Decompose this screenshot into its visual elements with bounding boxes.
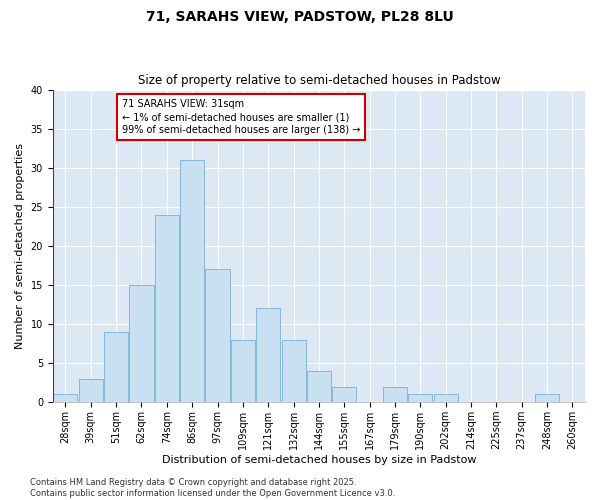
Text: Contains HM Land Registry data © Crown copyright and database right 2025.
Contai: Contains HM Land Registry data © Crown c… — [30, 478, 395, 498]
Bar — [104, 332, 128, 402]
Bar — [281, 340, 305, 402]
Bar — [180, 160, 204, 402]
Title: Size of property relative to semi-detached houses in Padstow: Size of property relative to semi-detach… — [137, 74, 500, 87]
Bar — [408, 394, 433, 402]
Bar — [332, 386, 356, 402]
Bar — [53, 394, 77, 402]
X-axis label: Distribution of semi-detached houses by size in Padstow: Distribution of semi-detached houses by … — [161, 455, 476, 465]
Bar — [383, 386, 407, 402]
Bar — [434, 394, 458, 402]
Bar — [79, 379, 103, 402]
Bar — [155, 214, 179, 402]
Bar — [130, 285, 154, 403]
Text: 71 SARAHS VIEW: 31sqm
← 1% of semi-detached houses are smaller (1)
99% of semi-d: 71 SARAHS VIEW: 31sqm ← 1% of semi-detac… — [122, 99, 361, 136]
Y-axis label: Number of semi-detached properties: Number of semi-detached properties — [15, 143, 25, 349]
Bar — [535, 394, 559, 402]
Bar — [231, 340, 255, 402]
Bar — [205, 270, 230, 402]
Text: 71, SARAHS VIEW, PADSTOW, PL28 8LU: 71, SARAHS VIEW, PADSTOW, PL28 8LU — [146, 10, 454, 24]
Bar — [307, 371, 331, 402]
Bar — [256, 308, 280, 402]
